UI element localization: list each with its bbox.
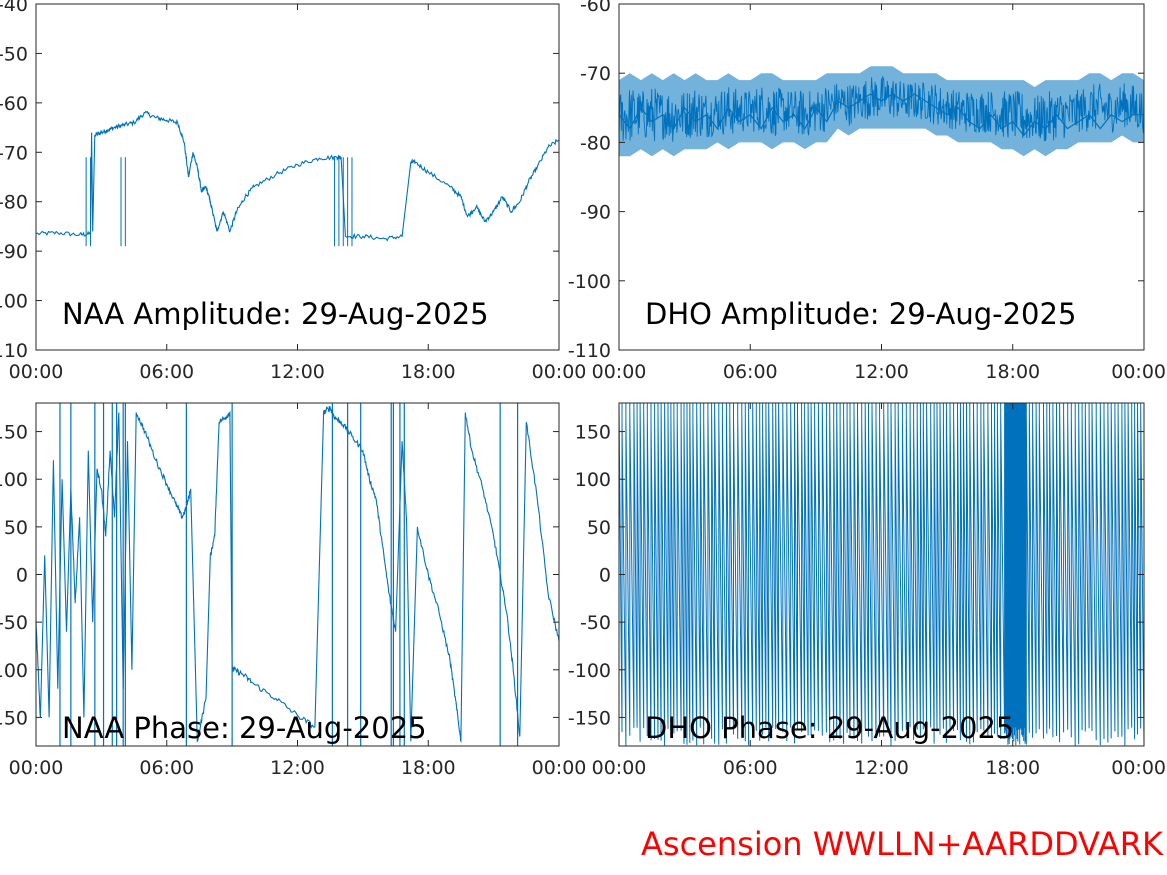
y-tick-label: -100 [0,660,28,682]
x-tick-label: 06:00 [139,361,194,383]
y-tick-label: -100 [568,660,611,682]
y-tick-label: -70 [580,63,611,85]
x-tick-label: 06:00 [723,361,778,383]
naa-amp-x-ticks: 00:00 06:00 12:00 18:00 00:00 [9,4,587,383]
naa-amp-y-ticks: -110 -100 -90 -80 -70 -60 -50 -40 [0,0,559,362]
y-tick-label: -50 [0,612,28,634]
y-tick-label: -110 [0,340,28,362]
naa-amp-series-line [35,110,560,242]
dho-phase-panel-label: DHO Phase: 29-Aug-2025 [645,711,1014,745]
x-tick-label: 00:00 [9,361,64,383]
y-tick-label: 100 [575,469,611,491]
y-tick-label: 150 [575,422,611,444]
naa-phase-axes-box [35,402,560,747]
y-tick-label: -100 [0,291,28,313]
x-tick-label: 06:00 [139,757,194,779]
x-tick-label: 00:00 [1111,757,1166,779]
x-tick-label: 00:00 [9,757,64,779]
x-tick-label: 00:00 [592,757,647,779]
panel-naa-amplitude: -110 -100 -90 -80 -70 -60 -50 -40 00:00 06:00 12:… [0,0,586,383]
y-tick-label: 0 [16,565,28,587]
x-tick-label: 06:00 [723,757,778,779]
naa-phase-plot-line [35,403,560,746]
naa-amp-plot-line [35,110,560,247]
x-tick-label: 00:00 [592,361,647,383]
y-tick-label: -50 [580,612,611,634]
y-tick-label: -60 [580,0,611,16]
panel-dho-phase: -150 -100 -50 0 50 100 150 00:00 06:00 12:00 18:0… [568,402,1166,779]
y-tick-label: 50 [587,517,611,539]
dho-amp-x-ticks: 00:00 06:00 12:00 18:00 00:00 [592,4,1166,383]
dho-amp-series-line [618,75,1145,142]
x-tick-label: 12:00 [854,757,909,779]
dho-amp-plot-line [618,66,1145,157]
y-tick-label: -150 [568,707,611,729]
x-tick-label: 18:00 [401,757,456,779]
y-tick-label: 100 [0,469,28,491]
dho-amp-panel-label: DHO Amplitude: 29-Aug-2025 [645,297,1076,331]
y-tick-label: -70 [0,142,28,164]
y-tick-label: -40 [0,0,28,16]
y-tick-label: -90 [0,241,28,263]
x-tick-label: 12:00 [270,361,325,383]
y-tick-label: -90 [580,202,611,224]
x-tick-label: 18:00 [985,757,1040,779]
dho-phase-series-line [618,403,1145,746]
y-tick-label: -150 [0,707,28,729]
naa-amp-panel-label: NAA Amplitude: 29-Aug-2025 [62,297,489,331]
y-tick-label: 0 [599,565,611,587]
panel-dho-amplitude: -110 -100 -90 -80 -70 -60 00:00 06:00 12:00 18:0… [568,0,1166,383]
x-tick-label: 00:00 [1111,361,1166,383]
dho-amp-noise-band [619,66,1144,157]
x-tick-label: 18:00 [401,361,456,383]
dho-amp-mean-line [618,93,1144,137]
y-tick-label: -50 [0,43,28,65]
y-tick-label: -80 [0,192,28,214]
x-tick-label: 12:00 [270,757,325,779]
x-tick-label: 12:00 [854,361,909,383]
dho-phase-y-ticks: -150 -100 -50 0 50 100 150 [568,422,1144,729]
panel-naa-phase: -150 -100 -50 0 50 100 150 00:00 06:00 12:00 18:0… [0,402,587,779]
naa-phase-y-ticks: -150 -100 -50 0 50 100 150 [0,422,559,729]
naa-phase-series-line [35,405,560,744]
y-tick-label: -110 [568,340,611,362]
dho-amp-y-ticks: -110 -100 -90 -80 -70 -60 [568,0,1144,362]
y-tick-label: 150 [0,422,28,444]
y-tick-label: -100 [568,271,611,293]
x-tick-label: 00:00 [532,361,587,383]
naa-phase-x-ticks: 00:00 06:00 12:00 18:00 00:00 [9,403,587,779]
y-tick-label: 50 [4,517,28,539]
dho-phase-x-ticks: 00:00 06:00 12:00 18:00 00:00 [592,403,1166,779]
x-tick-label: 00:00 [532,757,587,779]
naa-phase-panel-label: NAA Phase: 29-Aug-2025 [62,711,427,745]
x-tick-label: 18:00 [985,361,1040,383]
station-footer-label: Ascension WWLLN+AARDDVARK [641,825,1164,863]
y-tick-label: -80 [580,132,611,154]
dho-phase-plot-line [618,403,1145,746]
y-tick-label: -60 [0,93,28,115]
